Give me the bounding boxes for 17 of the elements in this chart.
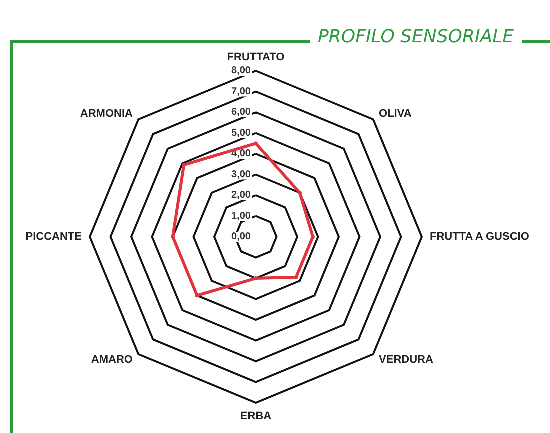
chart-title: PROFILO SENSORIALE [318, 26, 515, 48]
y-tick-label: 2,00 [232, 190, 252, 201]
spoke-label: OLIVA [379, 108, 412, 120]
y-tick-label: 8,00 [232, 66, 252, 76]
spoke-label: VERDURA [379, 354, 434, 366]
spoke-label: ERBA [240, 410, 272, 422]
y-tick-label: 3,00 [232, 169, 252, 180]
spoke-label: ARMONIA [80, 108, 134, 120]
y-tick-label: 7,00 [232, 86, 252, 98]
spoke-label: AMARO [91, 354, 134, 366]
spoke-label: PICCANTE [26, 231, 82, 243]
spoke-label: FRUTTATO [227, 52, 286, 64]
spoke-label: FRUTTA A GUSCIO [430, 231, 530, 243]
y-tick-label: 0,00 [232, 232, 252, 242]
y-tick-label: 1,00 [232, 210, 252, 222]
y-tick-label: 6,00 [232, 107, 252, 118]
y-tick-label: 5,00 [232, 128, 252, 139]
